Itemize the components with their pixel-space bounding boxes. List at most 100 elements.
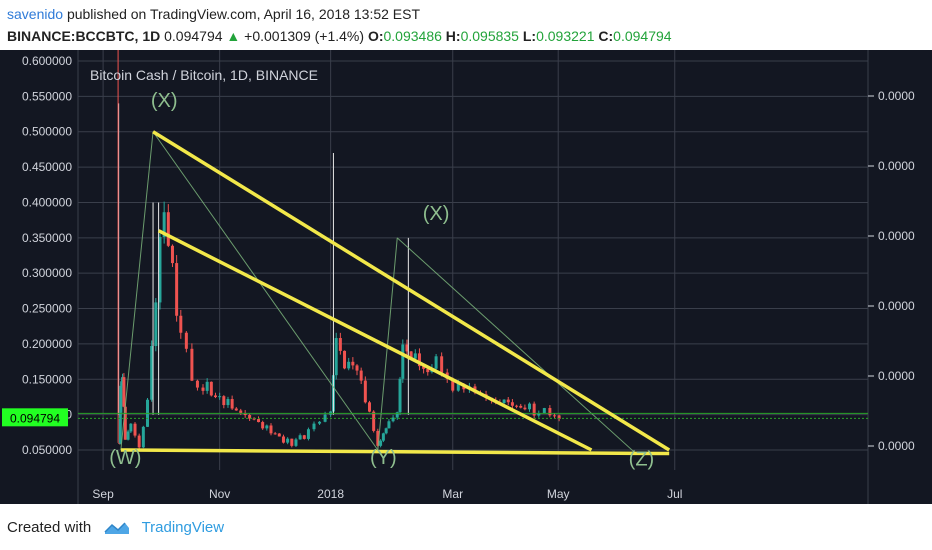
candle-body: [281, 436, 285, 443]
candle-body: [205, 381, 209, 391]
candle-body: [338, 338, 342, 351]
candle-body: [122, 377, 126, 407]
y-tick-label: 0.250000: [22, 302, 72, 316]
tradingview-logo-icon: [104, 522, 130, 535]
y-tick-label: 0.550000: [22, 89, 72, 103]
wave-label: (Y): [370, 447, 397, 469]
candle-body: [213, 395, 217, 398]
y-tick-label: 0.600000: [22, 54, 72, 68]
y-tick-label: 0.500000: [22, 125, 72, 139]
candle-body: [162, 212, 166, 237]
candle-body: [166, 212, 170, 246]
x-tick-label: May: [547, 487, 570, 501]
chart-canvas: 0.600000 0.550000 0.500000 0.450000 0.400000…: [2, 50, 915, 504]
wave-label: (W): [109, 447, 141, 469]
high-label: H:: [445, 28, 461, 44]
candle-body: [391, 417, 395, 422]
y-tick-label: 0.150000: [22, 372, 72, 386]
candle-body: [248, 415, 252, 419]
publish-info: savenido published on TradingView.com, A…: [7, 6, 420, 22]
candle-body: [426, 368, 430, 373]
candle-body: [141, 426, 145, 448]
candle-body: [123, 406, 127, 440]
symbol-info: BINANCE:BCCBTC, 1D 0.094794 ▲ +0.001309 …: [7, 28, 672, 44]
candle-body: [158, 236, 162, 303]
x-tick-label: Nov: [209, 487, 230, 501]
up-arrow-icon: ▲: [226, 28, 241, 44]
candle-body: [384, 428, 388, 434]
wave-path-line: [377, 237, 398, 451]
right-tick-label: 0.0000: [878, 159, 915, 173]
symbol-label: BINANCE:BCCBTC, 1D: [7, 28, 161, 44]
right-tick-label: 0.0000: [878, 229, 915, 243]
candle-body: [398, 378, 402, 413]
candle-body: [422, 366, 426, 369]
candle-body: [318, 421, 322, 424]
candle-body: [150, 346, 154, 400]
candle-body: [230, 399, 234, 409]
candle-body: [312, 423, 316, 430]
candle-body: [195, 380, 199, 388]
candle-body: [294, 439, 298, 446]
price-chart[interactable]: 0.600000 0.550000 0.500000 0.450000 0.400000…: [0, 50, 932, 504]
candle-body: [553, 415, 556, 417]
right-tick-label: 0.0000: [878, 89, 915, 103]
candle-body: [363, 380, 367, 403]
x-tick-label: Jul: [667, 487, 682, 501]
wave-path-line: [152, 131, 379, 451]
candle-body: [179, 315, 183, 333]
candle-body: [239, 410, 243, 413]
candle-body: [175, 263, 179, 316]
candle-body: [523, 407, 527, 410]
candle-body: [355, 365, 359, 371]
candle-body: [261, 422, 265, 429]
close-value: 0.094794: [613, 28, 672, 44]
candle-body: [129, 423, 133, 432]
middle-trendline: [157, 229, 593, 452]
x-tick-label: 2018: [317, 487, 344, 501]
candle-body: [234, 408, 238, 411]
publish-text: published on TradingView.com, April 16, …: [66, 6, 421, 22]
candle-body: [510, 402, 514, 406]
created-with-text: Created with: [7, 519, 92, 536]
upper-trendline: [152, 130, 671, 452]
wave-label: (X): [423, 203, 450, 225]
candle-body: [184, 332, 188, 349]
candle-body: [413, 353, 417, 359]
candle-body: [343, 350, 347, 369]
candle-body: [118, 442, 122, 444]
candle-body: [381, 433, 385, 441]
y-tick-label: 0.200000: [22, 337, 72, 351]
candle-body: [265, 425, 269, 429]
candle-body: [519, 405, 523, 408]
y-tick-label: 0.450000: [22, 160, 72, 174]
y-tick-label: 0.300000: [22, 266, 72, 280]
candle-body: [252, 418, 256, 420]
candle-body: [387, 421, 391, 429]
candle-body: [218, 396, 222, 398]
y-tick-label: 0.400000: [22, 195, 72, 209]
wave-label: (Z): [629, 449, 655, 471]
candle-body: [451, 378, 455, 391]
candle-body: [119, 385, 123, 413]
price-change: +0.001309 (+1.4%): [244, 28, 365, 44]
candle-body: [351, 361, 355, 366]
author-link[interactable]: savenido: [7, 6, 64, 22]
candle-body: [395, 412, 399, 418]
candle-body: [302, 435, 306, 439]
candle-body: [537, 413, 541, 416]
candle-body: [548, 408, 552, 416]
candle-body: [368, 402, 371, 412]
candle-body: [286, 438, 290, 443]
candle-body: [515, 405, 519, 407]
candle-body: [201, 387, 205, 391]
candle-body: [405, 344, 409, 352]
tradingview-link[interactable]: TradingView: [141, 519, 225, 536]
candle-body: [306, 429, 310, 439]
candle-body: [298, 435, 302, 440]
candle-body: [434, 356, 438, 369]
candle-body: [557, 415, 561, 419]
candle-body: [209, 381, 213, 396]
candle-body: [528, 403, 532, 410]
y-tick-label: 0.350000: [22, 231, 72, 245]
